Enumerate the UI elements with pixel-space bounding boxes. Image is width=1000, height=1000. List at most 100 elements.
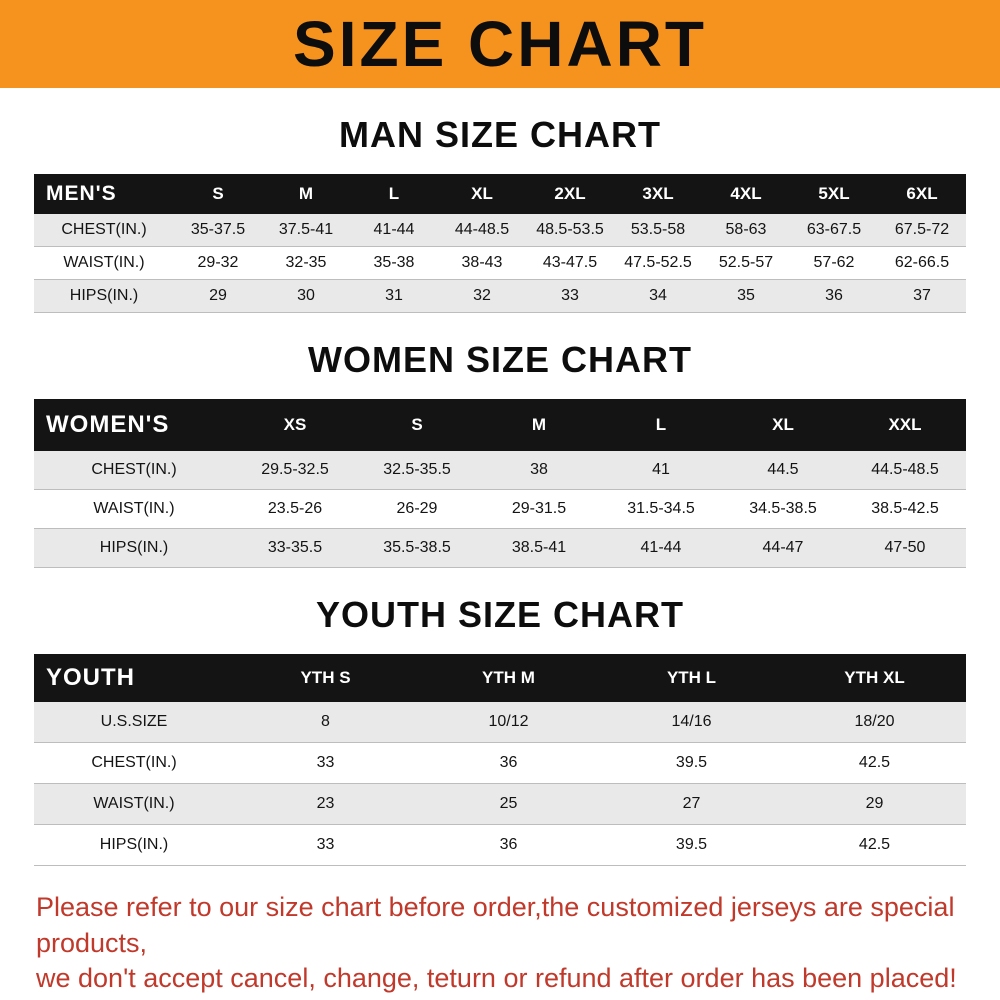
value-cell: 53.5-58	[630, 221, 686, 238]
row-label: WAIST(IN.)	[93, 500, 175, 517]
womens-size-table: WOMEN'S XS S M L XL XXL CHEST(IN.) 29.5-32.5 32.5…	[34, 399, 966, 568]
value-cell: 31.5-34.5	[627, 500, 695, 517]
value-cell: 29-31.5	[511, 500, 567, 517]
youth-size-chart-section: YOUTH SIZE CHART YOUTH YTH S YTH M YTH L YTH…	[0, 594, 1000, 866]
row-label: WAIST(IN.)	[93, 795, 175, 812]
value-cell: 33	[316, 754, 335, 771]
column-header: XXL	[888, 415, 922, 434]
table-header-row: YOUTH YTH S YTH M YTH L YTH XL	[34, 654, 966, 702]
table-row: HIPS(IN.) 29 30 31 32 33 34 35 36 37	[34, 280, 966, 313]
table-row: CHEST(IN.) 33 36 39.5 42.5	[34, 743, 966, 784]
value-cell: 34	[649, 287, 667, 304]
value-cell: 44-48.5	[454, 221, 510, 238]
column-header: L	[655, 415, 667, 434]
table-header-row: WOMEN'S XS S M L XL XXL	[34, 399, 966, 451]
value-cell: 44-47	[762, 539, 804, 556]
column-header: XL	[772, 415, 794, 434]
table-header-label: MEN'S	[46, 182, 117, 205]
column-header: YTH M	[482, 668, 535, 687]
row-label: U.S.SIZE	[100, 713, 168, 730]
table-row: CHEST(IN.) 35-37.5 37.5-41 41-44 44-48.5 48.5…	[34, 214, 966, 247]
value-cell: 41-44	[640, 539, 682, 556]
value-cell: 38	[530, 461, 548, 478]
value-cell: 39.5	[675, 836, 708, 853]
table-row: WAIST(IN.) 29-32 32-35 35-38 38-43 43-47.5 47.…	[34, 247, 966, 280]
mens-size-table: MEN'S S M L XL 2XL 3XL 4XL 5XL 6XL CHEST(IN.) 35-37…	[34, 174, 966, 313]
value-cell: 36	[499, 836, 518, 853]
row-label: CHEST(IN.)	[91, 754, 177, 771]
man-size-chart-section: MAN SIZE CHART MEN'S S M L XL 2XL 3XL 4XL 5XL 6XL…	[0, 114, 1000, 313]
column-header: YTH L	[666, 668, 717, 687]
table-row: WAIST(IN.) 23.5-26 26-29 29-31.5 31.5-34.5 34…	[34, 490, 966, 529]
value-cell: 14/16	[671, 713, 712, 730]
value-cell: 27	[682, 795, 701, 812]
value-cell: 23.5-26	[267, 500, 323, 517]
value-cell: 32.5-35.5	[383, 461, 451, 478]
size-chart-banner: SIZE CHART	[0, 0, 1000, 88]
table-row: WAIST(IN.) 23 25 27 29	[34, 784, 966, 825]
section-title-man: MAN SIZE CHART	[339, 114, 661, 155]
column-header: 5XL	[818, 184, 850, 203]
value-cell: 62-66.5	[894, 254, 950, 271]
value-cell: 48.5-53.5	[536, 221, 604, 238]
row-label: CHEST(IN.)	[61, 221, 147, 238]
youth-size-table: YOUTH YTH S YTH M YTH L YTH XL U.S.SIZE 8 10/12…	[34, 654, 966, 866]
value-cell: 30	[297, 287, 315, 304]
column-header: XL	[471, 184, 493, 203]
value-cell: 36	[825, 287, 843, 304]
value-cell: 44.5	[767, 461, 799, 478]
value-cell: 57-62	[813, 254, 855, 271]
value-cell: 37.5-41	[278, 221, 334, 238]
value-cell: 33	[561, 287, 579, 304]
row-label: HIPS(IN.)	[69, 287, 139, 304]
value-cell: 67.5-72	[894, 221, 950, 238]
row-label: HIPS(IN.)	[99, 836, 169, 853]
banner-title: SIZE CHART	[293, 8, 707, 80]
footer-line: Please refer to our size chart before or…	[36, 892, 955, 958]
column-header: XS	[283, 415, 307, 434]
value-cell: 31	[385, 287, 403, 304]
column-header: YTH XL	[844, 668, 905, 687]
column-header: 3XL	[642, 184, 674, 203]
column-header: S	[212, 184, 224, 203]
value-cell: 42.5	[858, 836, 891, 853]
value-cell: 41	[652, 461, 670, 478]
value-cell: 52.5-57	[718, 254, 774, 271]
table-header-label: YOUTH	[46, 664, 135, 691]
column-header: M	[298, 184, 314, 203]
column-header: S	[411, 415, 423, 434]
value-cell: 35-38	[373, 254, 415, 271]
value-cell: 29.5-32.5	[261, 461, 329, 478]
value-cell: 29-32	[197, 254, 239, 271]
value-cell: 58-63	[725, 221, 767, 238]
table-row: U.S.SIZE 8 10/12 14/16 18/20	[34, 702, 966, 743]
column-header: YTH S	[300, 668, 351, 687]
value-cell: 23	[316, 795, 335, 812]
value-cell: 39.5	[675, 754, 708, 771]
table-header-row: MEN'S S M L XL 2XL 3XL 4XL 5XL 6XL	[34, 174, 966, 214]
value-cell: 35-37.5	[190, 221, 246, 238]
value-cell: 32	[473, 287, 491, 304]
value-cell: 32-35	[285, 254, 327, 271]
women-size-chart-section: WOMEN SIZE CHART WOMEN'S XS S M L XL XXL CHEST(…	[0, 339, 1000, 568]
value-cell: 26-29	[396, 500, 438, 517]
column-header: M	[531, 415, 547, 434]
column-header: L	[388, 184, 400, 203]
column-header: 4XL	[730, 184, 762, 203]
value-cell: 47-50	[884, 539, 926, 556]
value-cell: 41-44	[373, 221, 415, 238]
row-label: HIPS(IN.)	[99, 539, 169, 556]
value-cell: 33-35.5	[267, 539, 323, 556]
value-cell: 8	[321, 713, 330, 730]
value-cell: 29	[209, 287, 227, 304]
value-cell: 63-67.5	[806, 221, 862, 238]
value-cell: 44.5-48.5	[871, 461, 939, 478]
section-title-women: WOMEN SIZE CHART	[308, 339, 692, 380]
table-header-label: WOMEN'S	[46, 411, 170, 438]
value-cell: 29	[865, 795, 884, 812]
footer-line: we don't accept cancel, change, teturn o…	[36, 963, 957, 994]
value-cell: 43-47.5	[542, 254, 598, 271]
value-cell: 10/12	[488, 713, 529, 730]
column-header: 2XL	[554, 184, 586, 203]
